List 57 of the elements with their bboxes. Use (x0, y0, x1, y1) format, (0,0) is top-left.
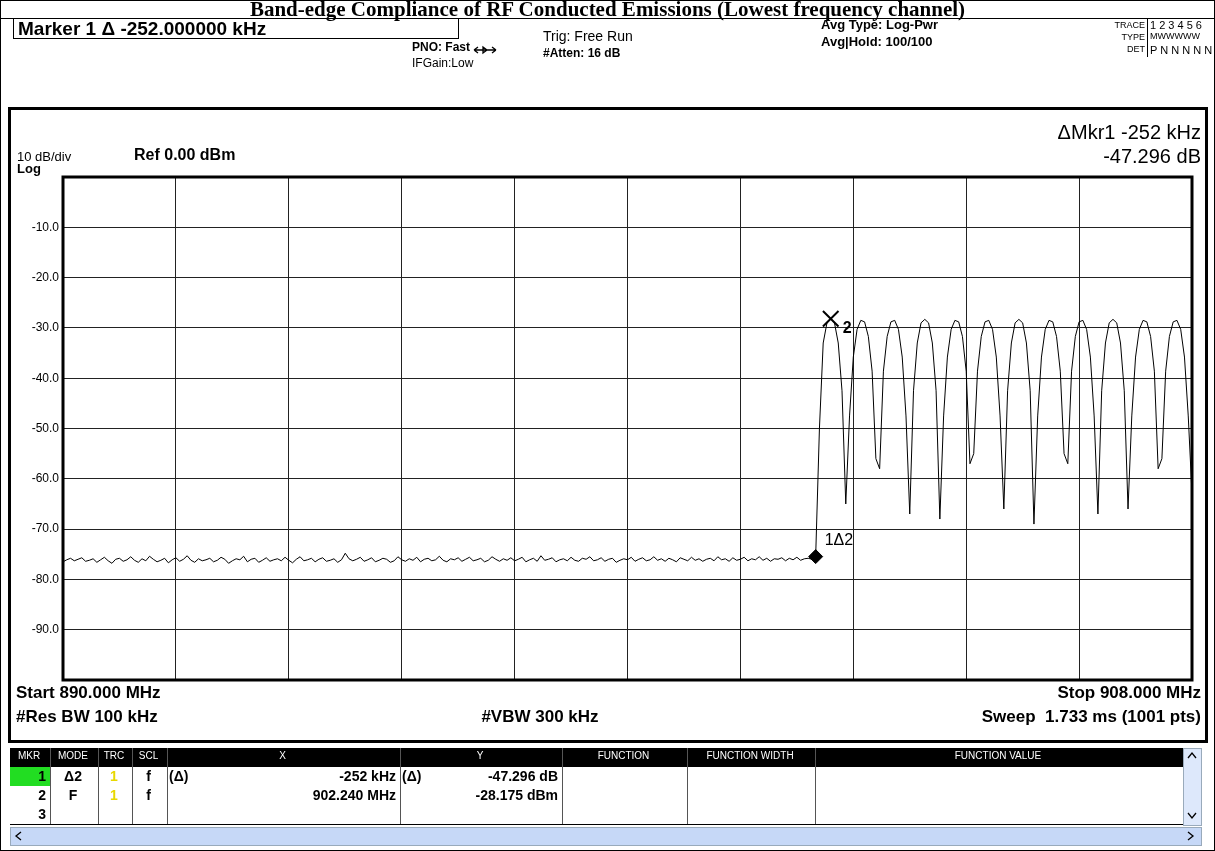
text: 2 (37, 787, 46, 804)
text: MKR (16, 750, 42, 761)
text: TYPE (1121, 32, 1145, 43)
text: Stop 908.000 MHz (1057, 683, 1201, 703)
text: ΔMkr1 -252 kHz (1057, 121, 1201, 143)
text: MODE (57, 750, 89, 761)
text: FUNCTION VALUE (953, 750, 1043, 761)
text: -28.175 dBm (474, 787, 558, 804)
text: Ref 0.00 dBm (134, 146, 236, 164)
y-tick-label: -30.0 (31, 320, 60, 335)
text: 3 (37, 806, 46, 823)
text: #Atten: 16 dB (543, 46, 621, 61)
text: SCL (137, 750, 160, 761)
text: PNO: Fast (412, 40, 471, 55)
text: Log (17, 161, 41, 177)
text: Start 890.000 MHz (16, 683, 161, 703)
text: TRC (102, 750, 126, 761)
y-tick-label: -10.0 (31, 219, 60, 234)
text: f (145, 787, 152, 804)
text: (Δ) (402, 768, 422, 784)
text: #Res BW 100 kHz (16, 707, 158, 727)
text: FUNCTION WIDTH (705, 750, 795, 761)
text: 1 2 3 4 5 6 (1150, 19, 1202, 32)
text: (Δ) (169, 768, 189, 784)
y-tick-label: -80.0 (31, 571, 60, 586)
y-tick-label: -40.0 (31, 370, 60, 385)
text: -252 kHz (339, 768, 396, 784)
text: F (67, 787, 79, 804)
text: Marker 1 Δ -252.000000 kHz (18, 18, 267, 40)
y-tick-label: -50.0 (31, 420, 60, 435)
text: IFGain:Low (412, 56, 474, 71)
y-tick-label: -20.0 (31, 269, 60, 284)
text: 1 (37, 768, 46, 785)
series-label: 1Δ2 (824, 531, 854, 549)
text: -47.296 dB (487, 768, 558, 784)
text: #VBW 300 kHz (481, 707, 599, 727)
text: Δ2 (63, 768, 83, 785)
text: X (278, 750, 287, 761)
text: Trig: Free Run (543, 28, 633, 45)
text: TRACE (1114, 20, 1145, 31)
text: -47.296 dB (1103, 145, 1201, 167)
text: Avg|Hold: 100/100 (821, 34, 933, 50)
text: 10 dB/div (17, 149, 72, 164)
y-tick-label: -90.0 (31, 622, 60, 637)
text: 1 (109, 787, 119, 804)
y-tick-label: -60.0 (31, 471, 60, 486)
text: f (145, 768, 152, 785)
y-tick-label: -70.0 (31, 521, 60, 536)
text: Sweep 1.733 ms (1001 pts) (981, 707, 1201, 727)
text: FUNCTION (596, 750, 651, 761)
text: MWWWWW (1150, 31, 1200, 42)
text: 902.240 MHz (311, 787, 396, 804)
text: 1 (109, 768, 119, 785)
chart-title: Band-edge Compliance of RF Conducted Emissions (Lowest frequency channel) (248, 0, 967, 21)
text: Y (475, 750, 485, 761)
text: DET (1127, 44, 1145, 55)
text: P N N N N N (1150, 44, 1213, 57)
